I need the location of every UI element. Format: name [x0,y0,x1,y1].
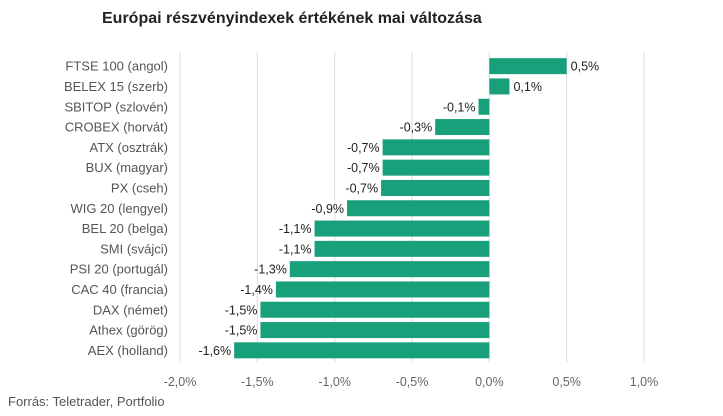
category-label: Athex (görög) [89,323,168,338]
category-label: BUX (magyar) [86,160,168,175]
bar [382,159,490,176]
data-label: -1,4% [240,283,273,297]
data-label: -0,1% [443,100,476,114]
x-axis: -2,0% -1,5% -1,0% -0,5% 0,0% 0,5% 1,0% [164,375,659,389]
label-layer: FTSE 100 (angol) 0,5% BELEX 15 (szerb) 0,1%… [64,59,599,358]
category-label: ATX (osztrák) [90,140,169,155]
bar [314,220,490,237]
bar [260,301,490,318]
category-label: CROBEX (horvát) [65,120,168,135]
data-label: -0,7% [347,161,380,175]
bar [314,240,490,257]
category-label: DAX (német) [93,302,168,317]
data-label: -1,1% [279,242,312,256]
category-label: FTSE 100 (angol) [65,59,168,74]
data-label: -0,9% [311,202,344,216]
category-label: BELEX 15 (szerb) [64,79,168,94]
category-label: PSI 20 (portugál) [70,262,168,277]
data-label: -1,6% [198,344,231,358]
category-label: SBITOP (szlovén) [64,99,168,114]
category-label: BEL 20 (belga) [82,221,168,236]
bar [489,58,567,75]
category-label: PX (cseh) [111,180,168,195]
bar-layer [234,58,567,359]
data-label: -0,7% [347,141,380,155]
x-tick-label: 0,5% [552,375,581,389]
data-label: -1,1% [279,222,312,236]
data-label: 0,1% [513,80,542,94]
bar [347,200,490,217]
data-label: 0,5% [571,60,600,74]
data-label: -0,3% [400,121,433,135]
x-tick-label: 1,0% [630,375,659,389]
x-tick-label: -1,0% [318,375,351,389]
category-label: AEX (holland) [88,343,168,358]
bar [382,139,490,156]
category-label: CAC 40 (francia) [71,282,168,297]
chart-title: Európai részvényindexek értékének mai vá… [102,10,482,27]
bar [260,322,490,339]
bar [435,119,490,136]
category-label: WIG 20 (lengyel) [70,201,168,216]
x-tick-label: -1,5% [241,375,274,389]
x-tick-label: -0,5% [396,375,429,389]
x-tick-label: 0,0% [475,375,504,389]
data-label: -1,5% [225,303,258,317]
bar [289,261,490,278]
bar [381,179,490,196]
data-label: -1,5% [225,324,258,338]
category-label: SMI (svájci) [100,241,168,256]
data-label: -1,3% [254,263,287,277]
x-tick-label: -2,0% [164,375,197,389]
bar [489,78,510,95]
bar [478,98,490,115]
bar [234,342,490,359]
chart-source: Forrás: Teletrader, Portfolio [8,394,165,409]
bar [275,281,490,298]
data-label: -0,7% [345,181,378,195]
